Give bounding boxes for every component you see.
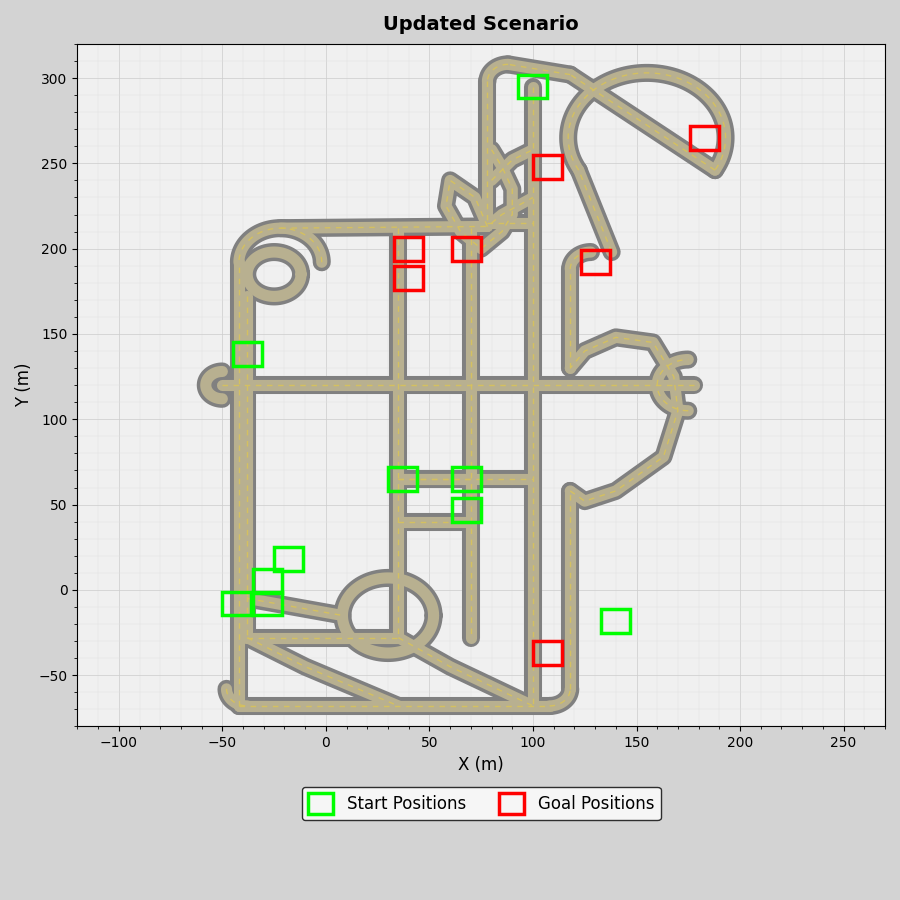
Bar <box>452 237 482 261</box>
Bar <box>274 547 303 572</box>
Bar <box>580 250 609 274</box>
Bar <box>690 126 719 149</box>
Bar <box>533 155 562 179</box>
Bar <box>518 75 547 98</box>
Bar <box>452 498 482 522</box>
Bar <box>254 570 283 593</box>
Bar <box>394 266 423 290</box>
Bar <box>388 467 417 491</box>
Bar <box>233 343 262 366</box>
Title: Updated Scenario: Updated Scenario <box>383 15 579 34</box>
X-axis label: X (m): X (m) <box>458 756 504 774</box>
Bar <box>254 591 283 616</box>
Legend: Start Positions, Goal Positions: Start Positions, Goal Positions <box>302 787 661 821</box>
Y-axis label: Y (m): Y (m) <box>15 363 33 408</box>
Bar <box>601 608 630 633</box>
Bar <box>533 641 562 665</box>
Bar <box>394 237 423 261</box>
Bar <box>222 591 251 616</box>
Bar <box>452 467 482 491</box>
